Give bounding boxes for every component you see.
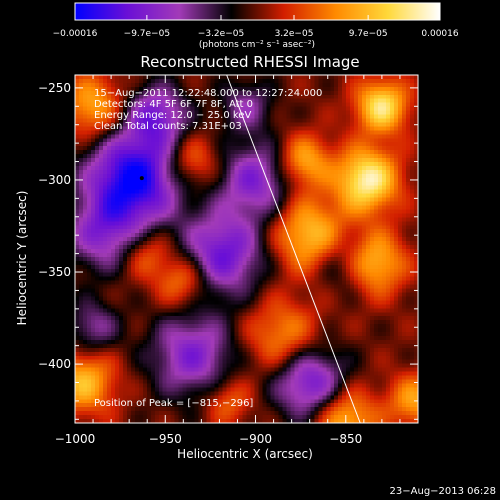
peak-marker (139, 176, 144, 181)
x-tick-label: −850 (329, 432, 362, 446)
x-tick-label: −950 (149, 432, 182, 446)
plot-frame (74, 74, 419, 424)
chart-title: Reconstructed RHESSI Image (140, 53, 359, 71)
y-tick-label: −300 (38, 173, 71, 187)
x-tick-label: −1000 (55, 432, 96, 446)
annotation-peak-position: Position of Peak = [−815,−296] (94, 398, 253, 409)
x-axis-label: Heliocentric X (arcsec) (177, 447, 313, 461)
annotation-time-range: 15−Aug−2011 12:22:48.000 to 12:27:24.000 (94, 88, 322, 99)
y-axis: −250 −300 −350 −400 (38, 81, 418, 420)
annotation-energy-range: Energy Range: 12.0 − 25.0 keV (94, 110, 251, 121)
x-tick-label: −900 (239, 432, 272, 446)
colorbar-tick-label: 9.7e−05 (349, 29, 388, 39)
colorbar (74, 2, 441, 21)
footer-timestamp: 23−Aug−2013 06:28 (390, 486, 496, 497)
y-tick-label: −400 (38, 357, 71, 371)
annotation-detectors: Detectors: 4F 5F 6F 7F 8F, Att 0 (94, 99, 253, 110)
solar-limb-line (226, 75, 361, 423)
colorbar-ticks: −0.00016 −9.7e−05 −3.2e−05 3.2e−05 9.7e−05 0.… (53, 15, 459, 39)
y-tick-label: −250 (38, 81, 71, 95)
colorbar-units: (photons cm⁻² s⁻¹ asec⁻²) (199, 40, 315, 50)
y-tick-label: −350 (38, 265, 71, 279)
heatmap-image (75, 75, 418, 423)
colorbar-tick-label: −0.00016 (53, 29, 98, 39)
y-axis-label: Heliocentric Y (arcsec) (15, 191, 29, 326)
colorbar-tick-label: −3.2e−05 (198, 29, 244, 39)
colorbar-tick-label: 3.2e−05 (275, 29, 314, 39)
colorbar-tick-label: 0.00016 (421, 29, 458, 39)
colorbar-tick-label: −9.7e−05 (124, 29, 170, 39)
annotation-clean-counts: Clean Total counts: 7.31E+03 (94, 121, 242, 132)
x-axis: −1000 −950 −900 −850 (55, 75, 419, 446)
